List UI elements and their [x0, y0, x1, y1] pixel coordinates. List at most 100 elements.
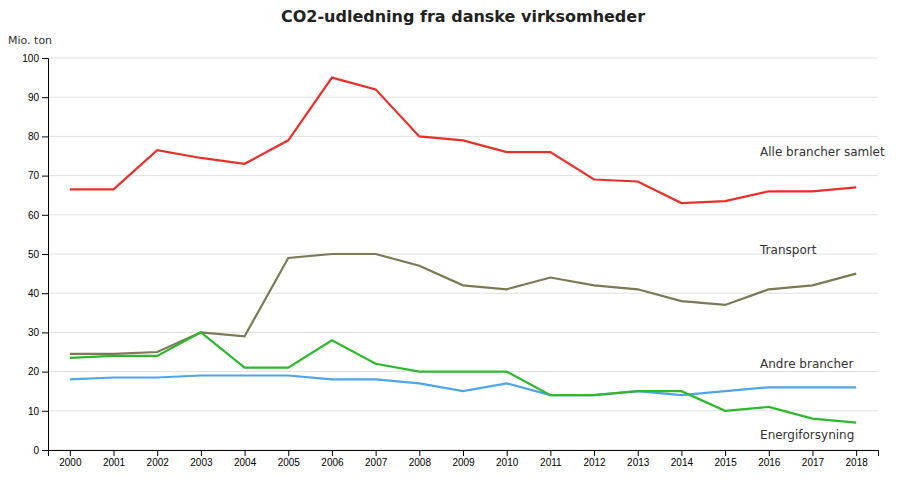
tick-mark [463, 450, 464, 456]
line [70, 78, 856, 203]
tick-label: 2000 [59, 457, 82, 468]
grid-line [48, 136, 878, 137]
annotation: Alle brancher samlet [760, 145, 885, 159]
tick-label: 20 [28, 366, 40, 377]
tick-label: 2007 [365, 457, 388, 468]
tick-label: 2009 [452, 457, 475, 468]
tick: 40 [28, 288, 48, 299]
tick-label: 80 [28, 131, 40, 142]
tick-mark [42, 254, 48, 255]
tick-label: 50 [28, 249, 40, 260]
tick-mark [376, 450, 377, 456]
tick: 2010 [496, 450, 519, 468]
tick: 2012 [583, 450, 606, 468]
tick-mark [419, 450, 420, 456]
tick: 2006 [321, 450, 344, 468]
tick: 90 [28, 92, 48, 103]
tick: 100 [22, 53, 48, 64]
tick-mark [42, 58, 48, 59]
tick-mark [638, 450, 639, 456]
grid-line [48, 332, 878, 333]
tick-mark [245, 450, 246, 456]
tick-mark [594, 450, 595, 456]
tick: 2014 [671, 450, 694, 468]
tick-mark [201, 450, 202, 456]
tick-mark [114, 450, 115, 456]
tick-label: 2013 [627, 457, 650, 468]
tick-mark [42, 176, 48, 177]
y-axis-label: Mio. ton [8, 34, 52, 47]
lines [70, 78, 856, 423]
tick: 2007 [365, 450, 388, 468]
tick-label: 2003 [190, 457, 213, 468]
tick: 2013 [627, 450, 650, 468]
tick-mark [681, 450, 682, 456]
annotation: Transport [759, 243, 817, 257]
tick: 80 [28, 131, 48, 142]
axis-line [42, 59, 49, 451]
tick: 2017 [802, 450, 825, 468]
tick: 2015 [714, 450, 737, 468]
tick-label: 10 [28, 406, 40, 417]
tick-mark [42, 97, 48, 98]
line [70, 332, 856, 422]
tick-label: 2012 [583, 457, 606, 468]
tick-mark [856, 450, 857, 456]
tick: 2001 [103, 450, 126, 468]
tick-label: 2005 [278, 457, 301, 468]
y-axis: 0 10 20 30 40 50 60 70 80 90 100 [22, 53, 48, 456]
tick-label: 2018 [846, 457, 869, 468]
tick: 50 [28, 249, 48, 260]
tick: 2011 [540, 450, 562, 468]
tick: 2005 [278, 450, 301, 468]
tick-mark [42, 372, 48, 373]
tick-mark [725, 450, 726, 456]
tick-mark [288, 450, 289, 456]
tick-mark [42, 215, 48, 216]
tick-label: 2014 [671, 457, 694, 468]
chart: 2000200120022003200420052006200720082009… [0, 0, 900, 484]
tick-label: 60 [28, 210, 40, 221]
tick-mark [812, 450, 813, 456]
tick-label: 40 [28, 288, 40, 299]
tick-label: 2001 [103, 457, 126, 468]
tick-mark [157, 450, 158, 456]
tick-label: 2006 [321, 457, 344, 468]
tick: 2018 [846, 450, 869, 468]
tick: 0 [33, 445, 48, 456]
tick-label: 90 [28, 92, 40, 103]
axis-line [49, 451, 879, 457]
tick: 2000 [59, 450, 82, 468]
tick-label: 2011 [540, 457, 562, 468]
tick: 20 [28, 366, 48, 377]
x-axis: 2000 2001 2002 2003 2004 2005 2006 2007 2008 2009… [49, 450, 879, 468]
annotations: Alle brancher samlet Transport Andre branc… [759, 145, 885, 441]
tick-label: 70 [28, 170, 40, 181]
tick-mark [769, 450, 770, 456]
tick: 10 [28, 406, 48, 417]
annotation: Andre brancher [760, 357, 853, 371]
tick-label: 100 [22, 53, 39, 64]
tick: 2016 [758, 450, 781, 468]
tick: 30 [28, 327, 48, 338]
tick-mark [550, 450, 551, 456]
tick-mark [42, 411, 48, 412]
tick: 2004 [234, 450, 257, 468]
tick-label: 2015 [714, 457, 737, 468]
line [70, 376, 856, 396]
grid-line [48, 254, 878, 255]
tick-mark [42, 450, 48, 451]
tick: 2009 [452, 450, 475, 468]
tick-label: 2010 [496, 457, 519, 468]
tick: 2008 [409, 450, 432, 468]
tick-label: 30 [28, 327, 40, 338]
grid-line [48, 214, 878, 215]
tick: 2002 [147, 450, 170, 468]
tick-label: 2004 [234, 457, 257, 468]
grid-line [48, 58, 878, 59]
grid-line [48, 410, 878, 411]
tick-mark [70, 450, 71, 456]
grid [48, 58, 878, 450]
grid-line [48, 97, 878, 98]
tick-label: 2008 [409, 457, 432, 468]
